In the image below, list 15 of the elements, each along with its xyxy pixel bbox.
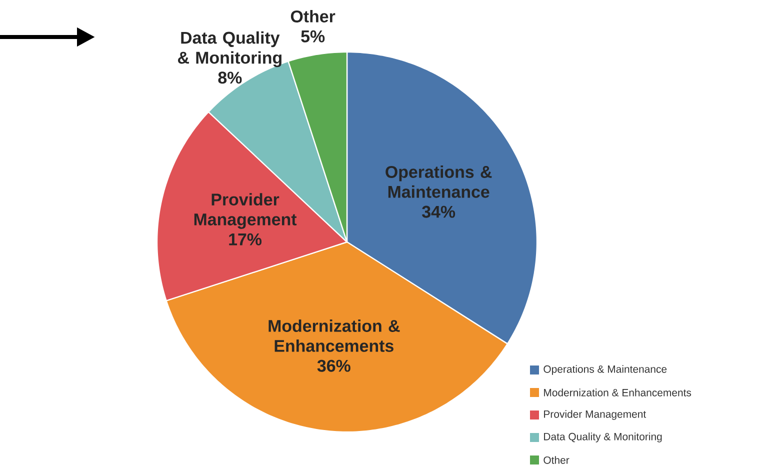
slice-label: Data Quality & Monitoring — [178, 31, 282, 68]
data-label: 17% — [229, 233, 262, 246]
slice-label: Operations & Maintenance — [386, 166, 492, 198]
slice-label: Other — [290, 10, 336, 22]
legend-label: Operations & Maintenance — [544, 365, 667, 375]
legend-label: Modernization & Enhancements — [544, 388, 692, 396]
legend-label: Other — [544, 456, 570, 464]
data-label: 5% — [301, 30, 325, 42]
data-label: 34% — [422, 206, 456, 218]
data-label: 36% — [317, 360, 350, 372]
slice-label: Modernization & Enhancements — [268, 320, 400, 352]
data-label: 8% — [218, 72, 242, 84]
slice-label: Provider Management — [194, 193, 297, 229]
legend-label: Provider Management — [544, 410, 646, 420]
legend-label: Data Quality & Monitoring — [544, 432, 662, 442]
